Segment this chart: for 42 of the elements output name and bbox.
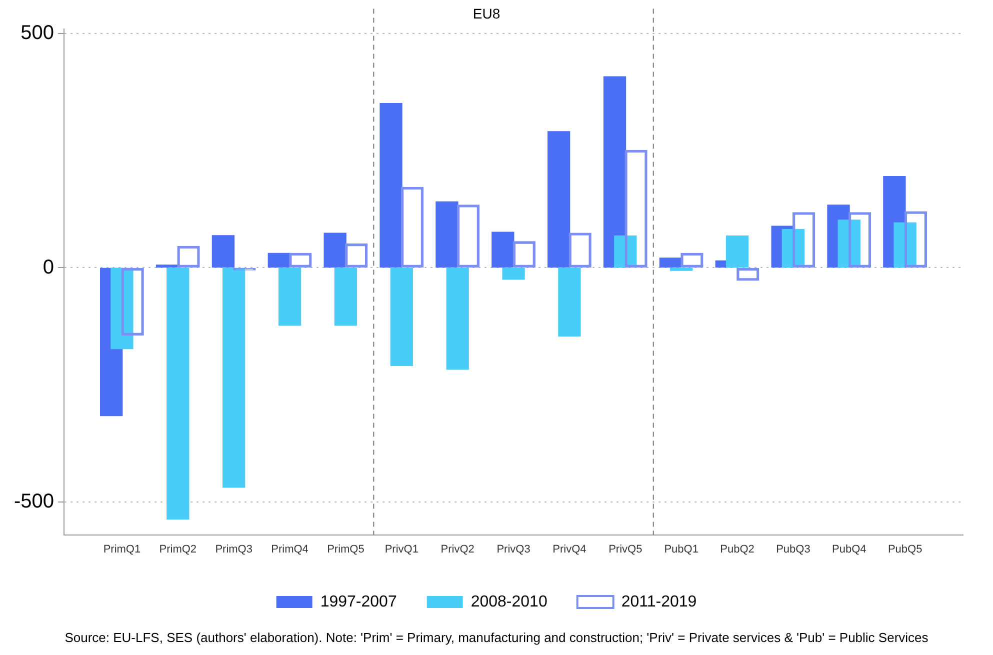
legend-label: 2008-2010 (470, 593, 548, 610)
x-tick-label: PubQ3 (776, 543, 810, 556)
x-tick-label: PubQ1 (664, 543, 698, 556)
bar (268, 252, 290, 268)
x-tick-label: PrimQ2 (159, 543, 197, 556)
bar (222, 268, 246, 488)
bar (726, 236, 749, 268)
bar (156, 264, 179, 268)
x-tick-label: PrimQ4 (271, 543, 308, 556)
bar (558, 268, 581, 336)
x-tick-label: PrivQ1 (384, 543, 418, 556)
x-tick-label: PrivQ4 (552, 543, 586, 556)
y-tick-label: 500 (20, 22, 54, 44)
x-tick-label: PrivQ5 (608, 543, 642, 556)
chart-title: EU8 (472, 5, 500, 22)
legend-label: 2011-2019 (621, 593, 697, 610)
bar (212, 235, 235, 268)
bar (502, 268, 525, 280)
bar (380, 102, 402, 268)
x-tick-label: PrimQ1 (103, 543, 141, 556)
bar (166, 268, 190, 520)
y-tick-label: -500 (14, 490, 54, 513)
legend-label: 1997-2007 (320, 593, 397, 610)
bar (278, 268, 302, 326)
x-tick-label: PubQ5 (888, 543, 922, 556)
bar (324, 232, 346, 268)
bar (670, 268, 693, 271)
bar (446, 268, 469, 370)
source-note: Source: EU-LFS, SES (authors' elaboration). Note: 'Prim' = Primary, manufacturing and construction; 'Priv' = Private services & 'Pub' = Public Services (64, 630, 930, 645)
bar (659, 258, 682, 268)
y-tick-label: 0 (42, 256, 54, 278)
x-tick-label: PrimQ3 (215, 543, 252, 556)
bar (390, 268, 413, 366)
x-tick-label: PrivQ2 (440, 543, 474, 556)
bar (436, 201, 458, 268)
bar (334, 268, 358, 326)
bar (547, 131, 570, 268)
x-tick-label: PrivQ3 (496, 543, 530, 556)
x-tick-label: PrimQ5 (327, 543, 364, 556)
x-tick-label: PubQ2 (720, 543, 754, 556)
x-tick-label: PubQ4 (832, 543, 866, 556)
bar (492, 232, 514, 268)
